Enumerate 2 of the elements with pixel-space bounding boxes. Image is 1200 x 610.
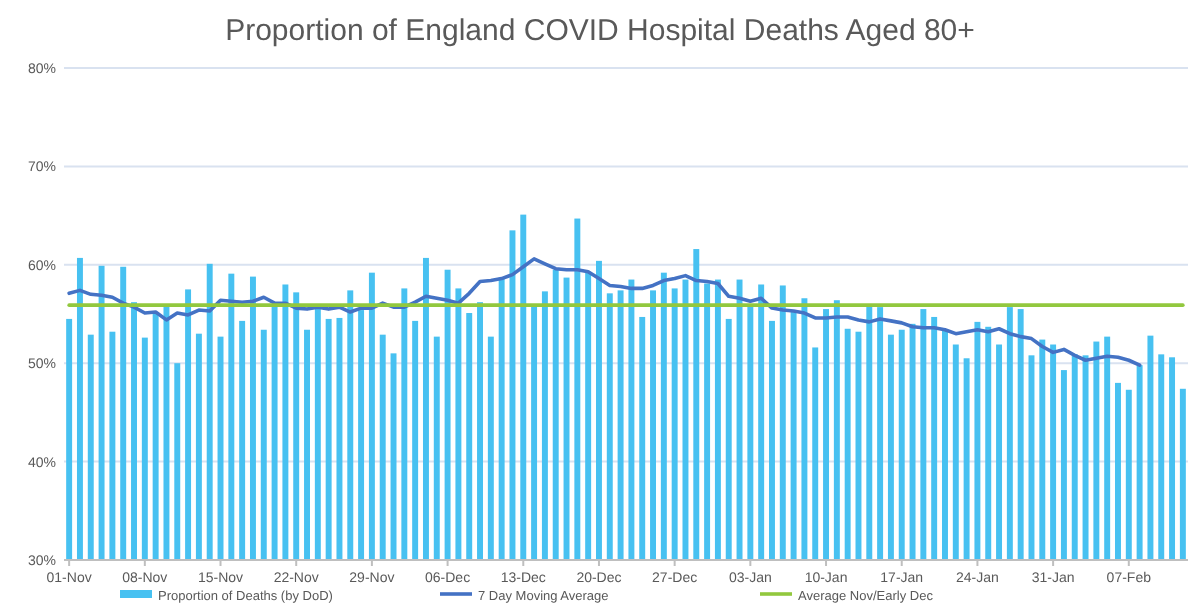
chart-title: Proportion of England COVID Hospital Deaths Aged 80+ — [225, 14, 976, 48]
line-series — [67, 257, 1142, 367]
